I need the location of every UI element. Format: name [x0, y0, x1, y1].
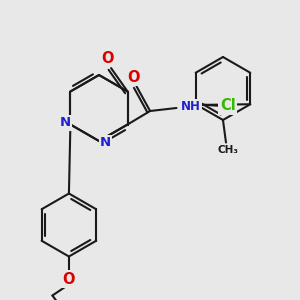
Text: N: N — [100, 136, 111, 149]
Text: Cl: Cl — [220, 98, 236, 113]
Text: O: O — [63, 272, 75, 286]
Text: CH₃: CH₃ — [218, 145, 239, 155]
Text: O: O — [127, 70, 140, 85]
Text: N: N — [59, 116, 70, 130]
Text: NH: NH — [181, 100, 201, 113]
Text: O: O — [101, 51, 114, 66]
